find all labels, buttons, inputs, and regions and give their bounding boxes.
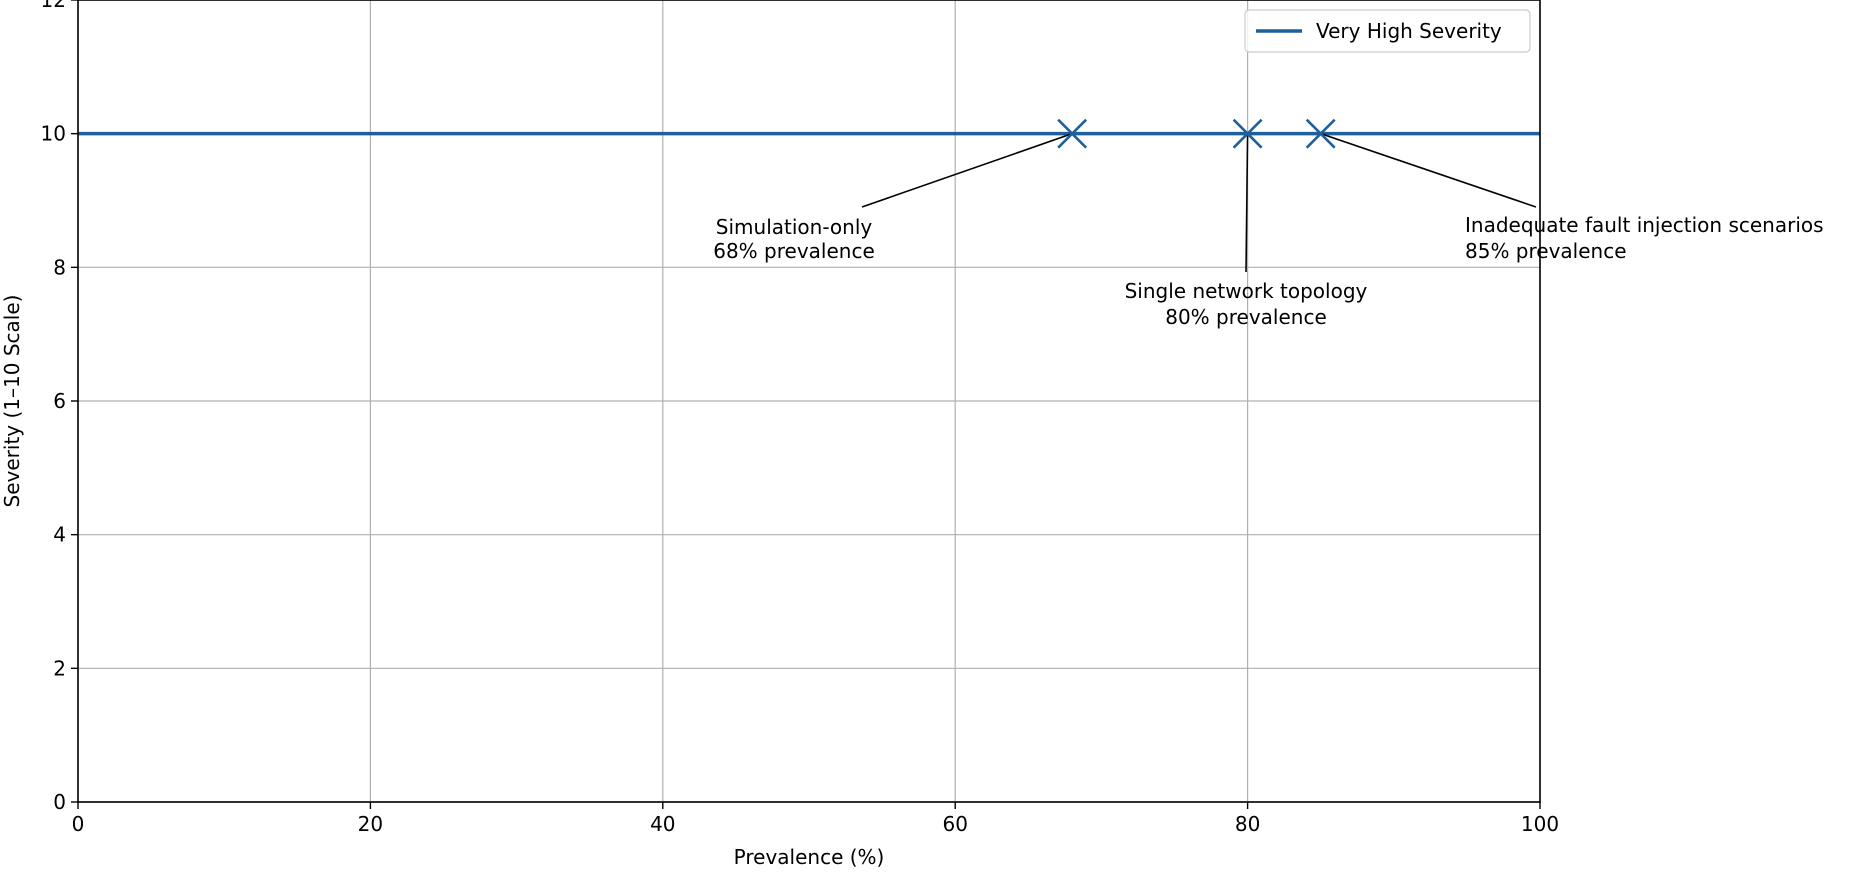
x-tick-label: 60 <box>942 812 967 836</box>
x-tick-label: 40 <box>650 812 675 836</box>
y-tick-label: 10 <box>41 122 66 146</box>
y-tick-label: 2 <box>53 656 66 680</box>
y-tick-label: 8 <box>53 255 66 279</box>
y-tick-label: 6 <box>53 389 66 413</box>
x-marker-stroke <box>1305 118 1336 149</box>
y-tick-label: 0 <box>53 790 66 814</box>
x-axis-label: Prevalence (%) <box>734 845 885 869</box>
x-tick-label: 0 <box>72 812 85 836</box>
annotation-label-name: Simulation-only <box>716 215 873 239</box>
annotation-label-name: Single network topology <box>1125 279 1368 303</box>
y-tick-label: 12 <box>41 0 66 12</box>
x-marker <box>1057 118 1088 149</box>
point-markers <box>1057 118 1336 149</box>
annotation-arrow <box>861 132 1073 208</box>
legend: Very High Severity <box>1244 9 1531 53</box>
y-tick-label: 4 <box>53 523 66 547</box>
x-tick-label: 80 <box>1235 812 1260 836</box>
x-marker-stroke <box>1057 118 1088 149</box>
y-axis-label: Severity (1–10 Scale) <box>0 295 24 508</box>
x-tick-label: 100 <box>1521 812 1559 836</box>
x-marker <box>1305 118 1336 149</box>
annotation-label-prevalence: 85% prevalence <box>1465 239 1627 263</box>
legend-label: Very High Severity <box>1316 19 1502 43</box>
axis-ticks: 0 20 40 60 80 100 0 2 4 6 8 10 12 <box>41 0 1559 836</box>
annotation-arrow <box>1245 133 1249 273</box>
legend-box <box>1244 9 1531 53</box>
annotation-label-name: Inadequate fault injection scenarios <box>1465 213 1824 237</box>
x-marker-stroke <box>1232 118 1263 149</box>
x-marker <box>1232 118 1263 149</box>
x-tick-label: 20 <box>358 812 383 836</box>
annotation-label-prevalence: 80% prevalence <box>1165 305 1327 329</box>
annotation-label-prevalence: 68% prevalence <box>713 239 875 263</box>
annotation-arrow <box>1320 132 1537 208</box>
grid-lines <box>77 0 1541 803</box>
